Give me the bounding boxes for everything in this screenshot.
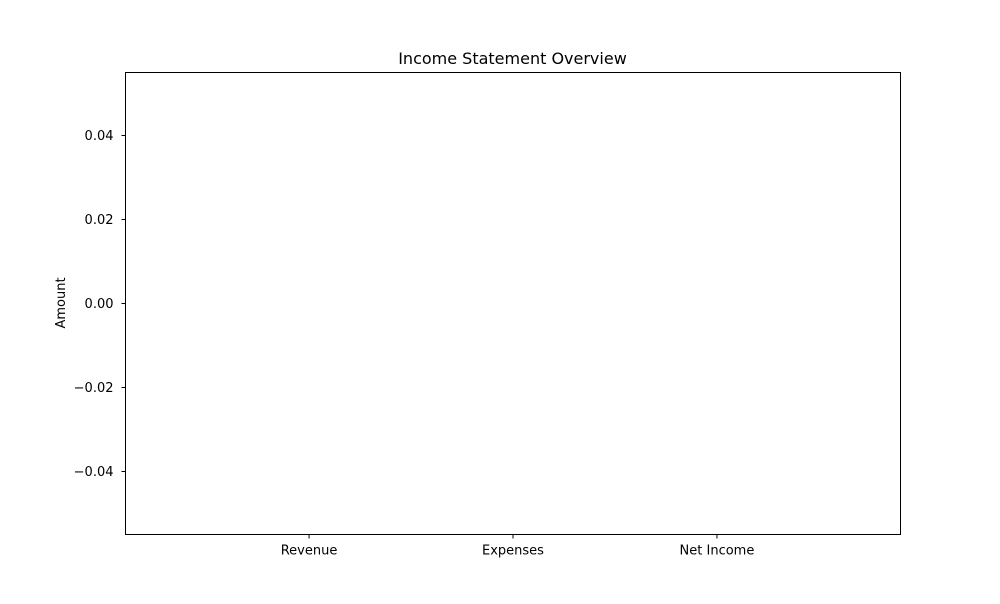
y-tick-label: 0.04 <box>85 129 114 144</box>
x-tick-label: Expenses <box>482 544 544 559</box>
x-axis: Revenue Expenses Net Income <box>281 534 755 559</box>
x-tick-label: Net Income <box>680 544 755 559</box>
y-tick-label: −0.04 <box>74 465 114 480</box>
y-tick-label: 0.02 <box>85 213 114 228</box>
plot-area-frame <box>125 72 901 535</box>
y-axis: 0.04 0.02 0.00 −0.02 −0.04 <box>74 129 126 480</box>
chart-title: Income Statement Overview <box>398 49 627 68</box>
y-tick-label: −0.02 <box>74 381 114 396</box>
y-axis-label: Amount <box>54 277 69 328</box>
x-tick-label: Revenue <box>281 544 338 559</box>
y-tick-label: 0.00 <box>85 297 114 312</box>
